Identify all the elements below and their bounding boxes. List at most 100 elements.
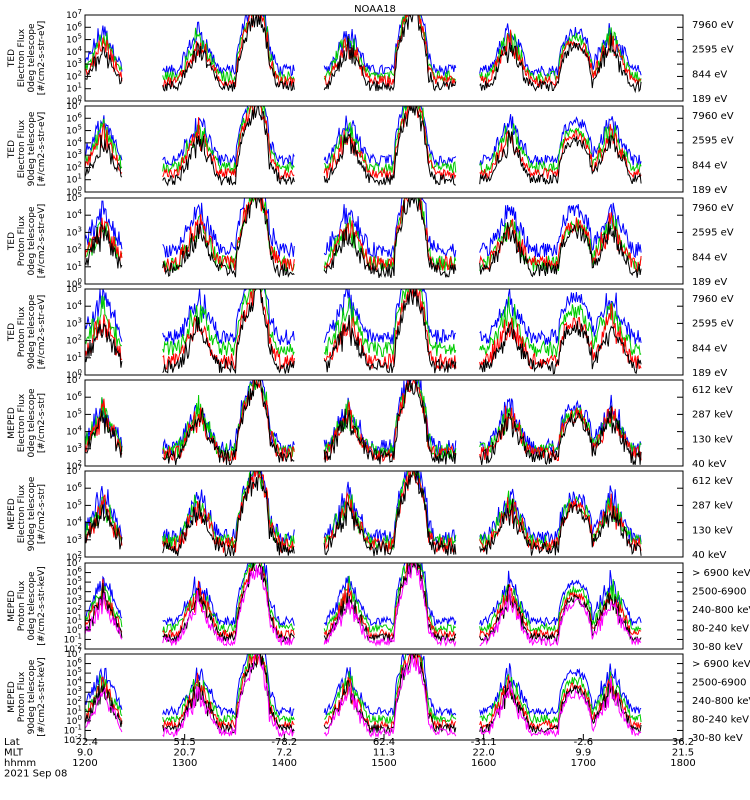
y-tick-label: 107 bbox=[66, 8, 82, 21]
y-axis-label: TED bbox=[7, 49, 17, 68]
y-tick-label: 105 bbox=[66, 498, 82, 511]
series-612-kev-line bbox=[85, 471, 642, 557]
legend-entry: 2595 eV bbox=[692, 319, 734, 330]
y-tick-label: 102 bbox=[66, 69, 82, 82]
y-tick-label: 101 bbox=[66, 173, 82, 186]
legend-entry: 287 keV bbox=[692, 501, 733, 512]
series-7960-ev-line bbox=[85, 106, 642, 187]
legend-entry: 287 keV bbox=[692, 410, 733, 421]
series-2595-ev-line bbox=[85, 15, 642, 89]
panel-3-series bbox=[85, 198, 642, 279]
chart-title: NOAA18 bbox=[354, 4, 396, 15]
legend-entry: 7960 eV bbox=[692, 203, 734, 214]
series-2595-ev-line bbox=[85, 106, 642, 180]
legend-entry: 844 eV bbox=[692, 343, 727, 354]
y-tick-label: 105 bbox=[66, 407, 82, 420]
x-tick-label: 1600 bbox=[471, 758, 496, 769]
x-tick-label: 21.5 bbox=[672, 748, 694, 759]
y-tick-label: 104 bbox=[66, 425, 82, 438]
y-axis-label: 90deg telescope bbox=[27, 294, 37, 369]
series-844-ev-line bbox=[85, 106, 642, 174]
y-axis-label: [#/cm2-s-str-eV] bbox=[37, 295, 47, 370]
y-axis-label: [#/cm2-s-str-eV] bbox=[37, 112, 47, 187]
panel-7-frame bbox=[84, 562, 684, 650]
panel-8-series bbox=[85, 654, 642, 739]
y-axis-label: Proton Flux bbox=[17, 215, 27, 266]
legend-entry: 7960 eV bbox=[692, 294, 734, 305]
panel-5-series bbox=[85, 380, 642, 466]
legend-entry: 40 keV bbox=[692, 459, 726, 470]
x-tick-label: -2.6 bbox=[574, 737, 594, 748]
x-tick-label: -78.2 bbox=[271, 737, 297, 748]
x-tick-label: 11.3 bbox=[373, 748, 395, 759]
y-axis-label: 0deg telescope bbox=[27, 23, 37, 93]
y-tick-label: 104 bbox=[66, 136, 82, 149]
legend-entry: 189 eV bbox=[692, 368, 727, 379]
series-287-kev-line bbox=[85, 380, 642, 464]
y-tick-label: 103 bbox=[66, 225, 82, 238]
x-tick-label: -22.4 bbox=[72, 737, 98, 748]
y-axis-label: 90deg telescope bbox=[27, 659, 37, 734]
legend-entry: 2595 eV bbox=[692, 136, 734, 147]
y-axis-label: 0deg telescope bbox=[27, 571, 37, 641]
x-tick-label: 51.5 bbox=[174, 737, 196, 748]
x-tick-label: 22.0 bbox=[473, 748, 495, 759]
y-axis-label: Electron Flux bbox=[17, 393, 27, 452]
legend-entry: 844 eV bbox=[692, 160, 727, 171]
y-tick-label: 103 bbox=[66, 533, 82, 546]
legend-entry: 40 keV bbox=[692, 550, 726, 561]
x-tick-label: 1200 bbox=[72, 758, 97, 769]
series-130-kev-line bbox=[85, 471, 642, 551]
y-axis-label: 90deg telescope bbox=[27, 476, 37, 551]
x-row-label: MLT bbox=[4, 748, 24, 759]
legend-entry: 7960 eV bbox=[692, 20, 734, 31]
y-axis-label: [#/cm2-s-str] bbox=[37, 393, 47, 453]
y-axis-label: TED bbox=[7, 140, 17, 159]
series-287-kev-line bbox=[85, 471, 642, 555]
y-tick-label: 104 bbox=[66, 208, 82, 221]
x-tick-label: 9.9 bbox=[575, 748, 591, 759]
panel-4-series bbox=[85, 289, 642, 375]
y-axis-label: [#/cm2-s-str] bbox=[37, 484, 47, 544]
x-tick-label: 1300 bbox=[172, 758, 197, 769]
x-tick-label: -31.1 bbox=[471, 737, 497, 748]
panel-2-frame bbox=[84, 105, 684, 193]
y-axis-label: Electron Flux bbox=[17, 28, 27, 87]
legend-entry: 130 keV bbox=[692, 525, 733, 536]
series-30-80-kev-line bbox=[85, 563, 642, 628]
y-axis-label: MEPED bbox=[7, 407, 17, 439]
series-240-800-kev-line bbox=[85, 654, 642, 730]
series-2500-6900-line bbox=[85, 563, 642, 644]
y-axis-label: 0deg telescope bbox=[27, 206, 37, 276]
series-30-80-kev-line bbox=[85, 654, 642, 717]
x-tick-label: 1700 bbox=[571, 758, 596, 769]
panel-6-frame bbox=[84, 470, 684, 558]
series-7960-ev-line bbox=[85, 289, 642, 375]
y-tick-label: 104 bbox=[66, 299, 82, 312]
x-tick-label: 36.2 bbox=[672, 737, 694, 748]
y-axis-label: TED bbox=[7, 232, 17, 251]
legend-entry: 240-800 keV bbox=[692, 696, 750, 707]
y-tick-label: 103 bbox=[66, 316, 82, 329]
y-tick-label: 106 bbox=[66, 111, 82, 124]
y-axis-label: 0deg telescope bbox=[27, 388, 37, 458]
y-tick-label: 104 bbox=[66, 516, 82, 529]
y-axis-label: Electron Flux bbox=[17, 119, 27, 178]
y-tick-label: 101 bbox=[66, 260, 82, 273]
y-axis-label: Proton Flux bbox=[17, 580, 27, 631]
x-tick-label: 20.7 bbox=[174, 748, 196, 759]
legend-entry: 2595 eV bbox=[692, 45, 734, 56]
x-tick-label: 1400 bbox=[272, 758, 297, 769]
series-2500-6900-line bbox=[85, 654, 642, 735]
legend-entry: 2595 eV bbox=[692, 228, 734, 239]
y-tick-label: 101 bbox=[66, 82, 82, 95]
y-tick-label: 105 bbox=[66, 33, 82, 46]
legend-entry: 844 eV bbox=[692, 252, 727, 263]
y-axis-label: MEPED bbox=[7, 590, 17, 622]
